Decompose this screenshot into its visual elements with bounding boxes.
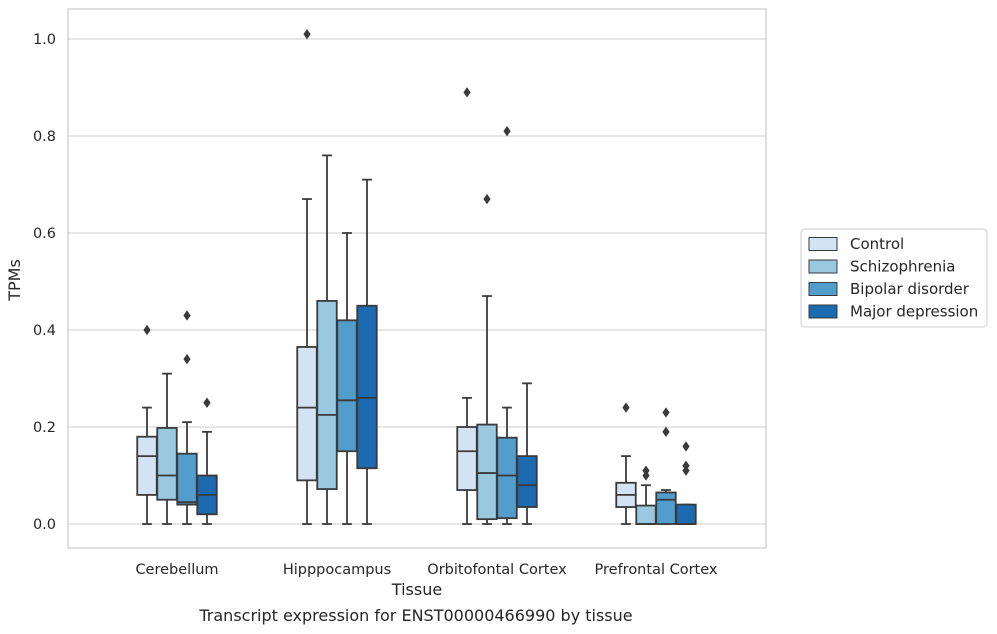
legend-entry-label: Schizophrenia <box>850 258 955 276</box>
box-3-3 <box>675 441 697 525</box>
box-body <box>476 423 498 521</box>
y-tick-label: 0.4 <box>33 323 56 339</box>
box-0-2 <box>176 310 198 525</box>
box-body <box>655 491 677 525</box>
box-3-1 <box>635 465 657 525</box>
y-tick-label: 0.6 <box>33 226 56 242</box>
outlier-point <box>682 460 690 471</box>
x-tick-label: Hipppocampus <box>283 562 391 578</box>
legend-swatch <box>808 304 838 319</box>
figure-caption: Transcript expression for ENST0000046699… <box>199 606 633 625</box>
outlier-point <box>303 28 311 40</box>
box-1-1 <box>316 154 338 525</box>
outlier-point <box>183 353 191 365</box>
legend-box <box>800 228 988 328</box>
outlier-point <box>143 324 151 336</box>
box-1-0 <box>296 28 318 525</box>
outlier-point <box>682 441 690 452</box>
legend-entry-label: Bipolar disorder <box>850 280 970 298</box>
box-body <box>136 435 158 496</box>
box-body <box>516 455 538 508</box>
outlier-point <box>183 310 191 321</box>
box-body <box>635 504 657 525</box>
box-body <box>356 304 378 470</box>
legend-entry-label: Control <box>850 235 904 253</box>
outlier-point <box>622 402 630 413</box>
legend-swatch <box>808 259 838 274</box>
outlier-point <box>503 125 511 137</box>
y-tick-label: 1.0 <box>33 32 56 48</box>
box-1-2 <box>336 232 358 525</box>
box-0-0 <box>136 324 158 525</box>
outlier-point <box>662 426 670 438</box>
legend: Control Schizophrenia Bipolar disorder Majo… <box>800 228 988 328</box>
box-body <box>675 503 697 525</box>
y-tick-label: 0.8 <box>33 129 56 145</box>
legend-swatch <box>808 237 838 251</box>
outlier-point <box>203 397 211 408</box>
y-axis-label: TPMs <box>5 259 24 302</box>
box-body <box>316 299 338 490</box>
box-body <box>296 346 318 482</box>
y-tick-label: 0.0 <box>33 517 56 533</box>
box-0-3 <box>196 397 218 525</box>
box-body <box>176 452 198 506</box>
x-axis-label: Tissue <box>391 580 442 599</box>
outlier-point <box>662 407 670 418</box>
box-body <box>336 319 358 453</box>
box-1-3 <box>356 178 378 525</box>
x-tick-label: Cerebellum <box>135 562 218 578</box>
box-2-3 <box>516 382 538 525</box>
box-0-1 <box>156 372 178 525</box>
box-2-1 <box>476 193 498 525</box>
y-tick-labels: 0.0 0.2 0.4 0.6 0.8 1.0 <box>33 32 56 533</box>
outlier-point <box>463 87 471 98</box>
x-tick-labels: Cerebellum Hipppocampus Orbitofontal Corte… <box>135 562 717 578</box>
box-series <box>136 28 697 525</box>
y-tick-label: 0.2 <box>33 420 56 436</box>
box-2-0 <box>456 87 478 525</box>
box-body <box>496 436 518 520</box>
box-body <box>156 427 178 501</box>
outlier-point <box>483 193 491 205</box>
legend-entry-label: Major depression <box>850 303 978 321</box>
box-3-0 <box>615 402 637 525</box>
box-2-2 <box>496 125 518 525</box>
box-body <box>456 426 478 491</box>
box-3-2 <box>655 407 677 525</box>
x-tick-label: Orbitofontal Cortex <box>427 562 567 578</box>
outlier-point <box>642 465 650 476</box>
x-tick-label: Prefrontal Cortex <box>595 562 718 578</box>
legend-swatch <box>808 282 838 296</box>
plot-frame <box>67 8 767 549</box>
